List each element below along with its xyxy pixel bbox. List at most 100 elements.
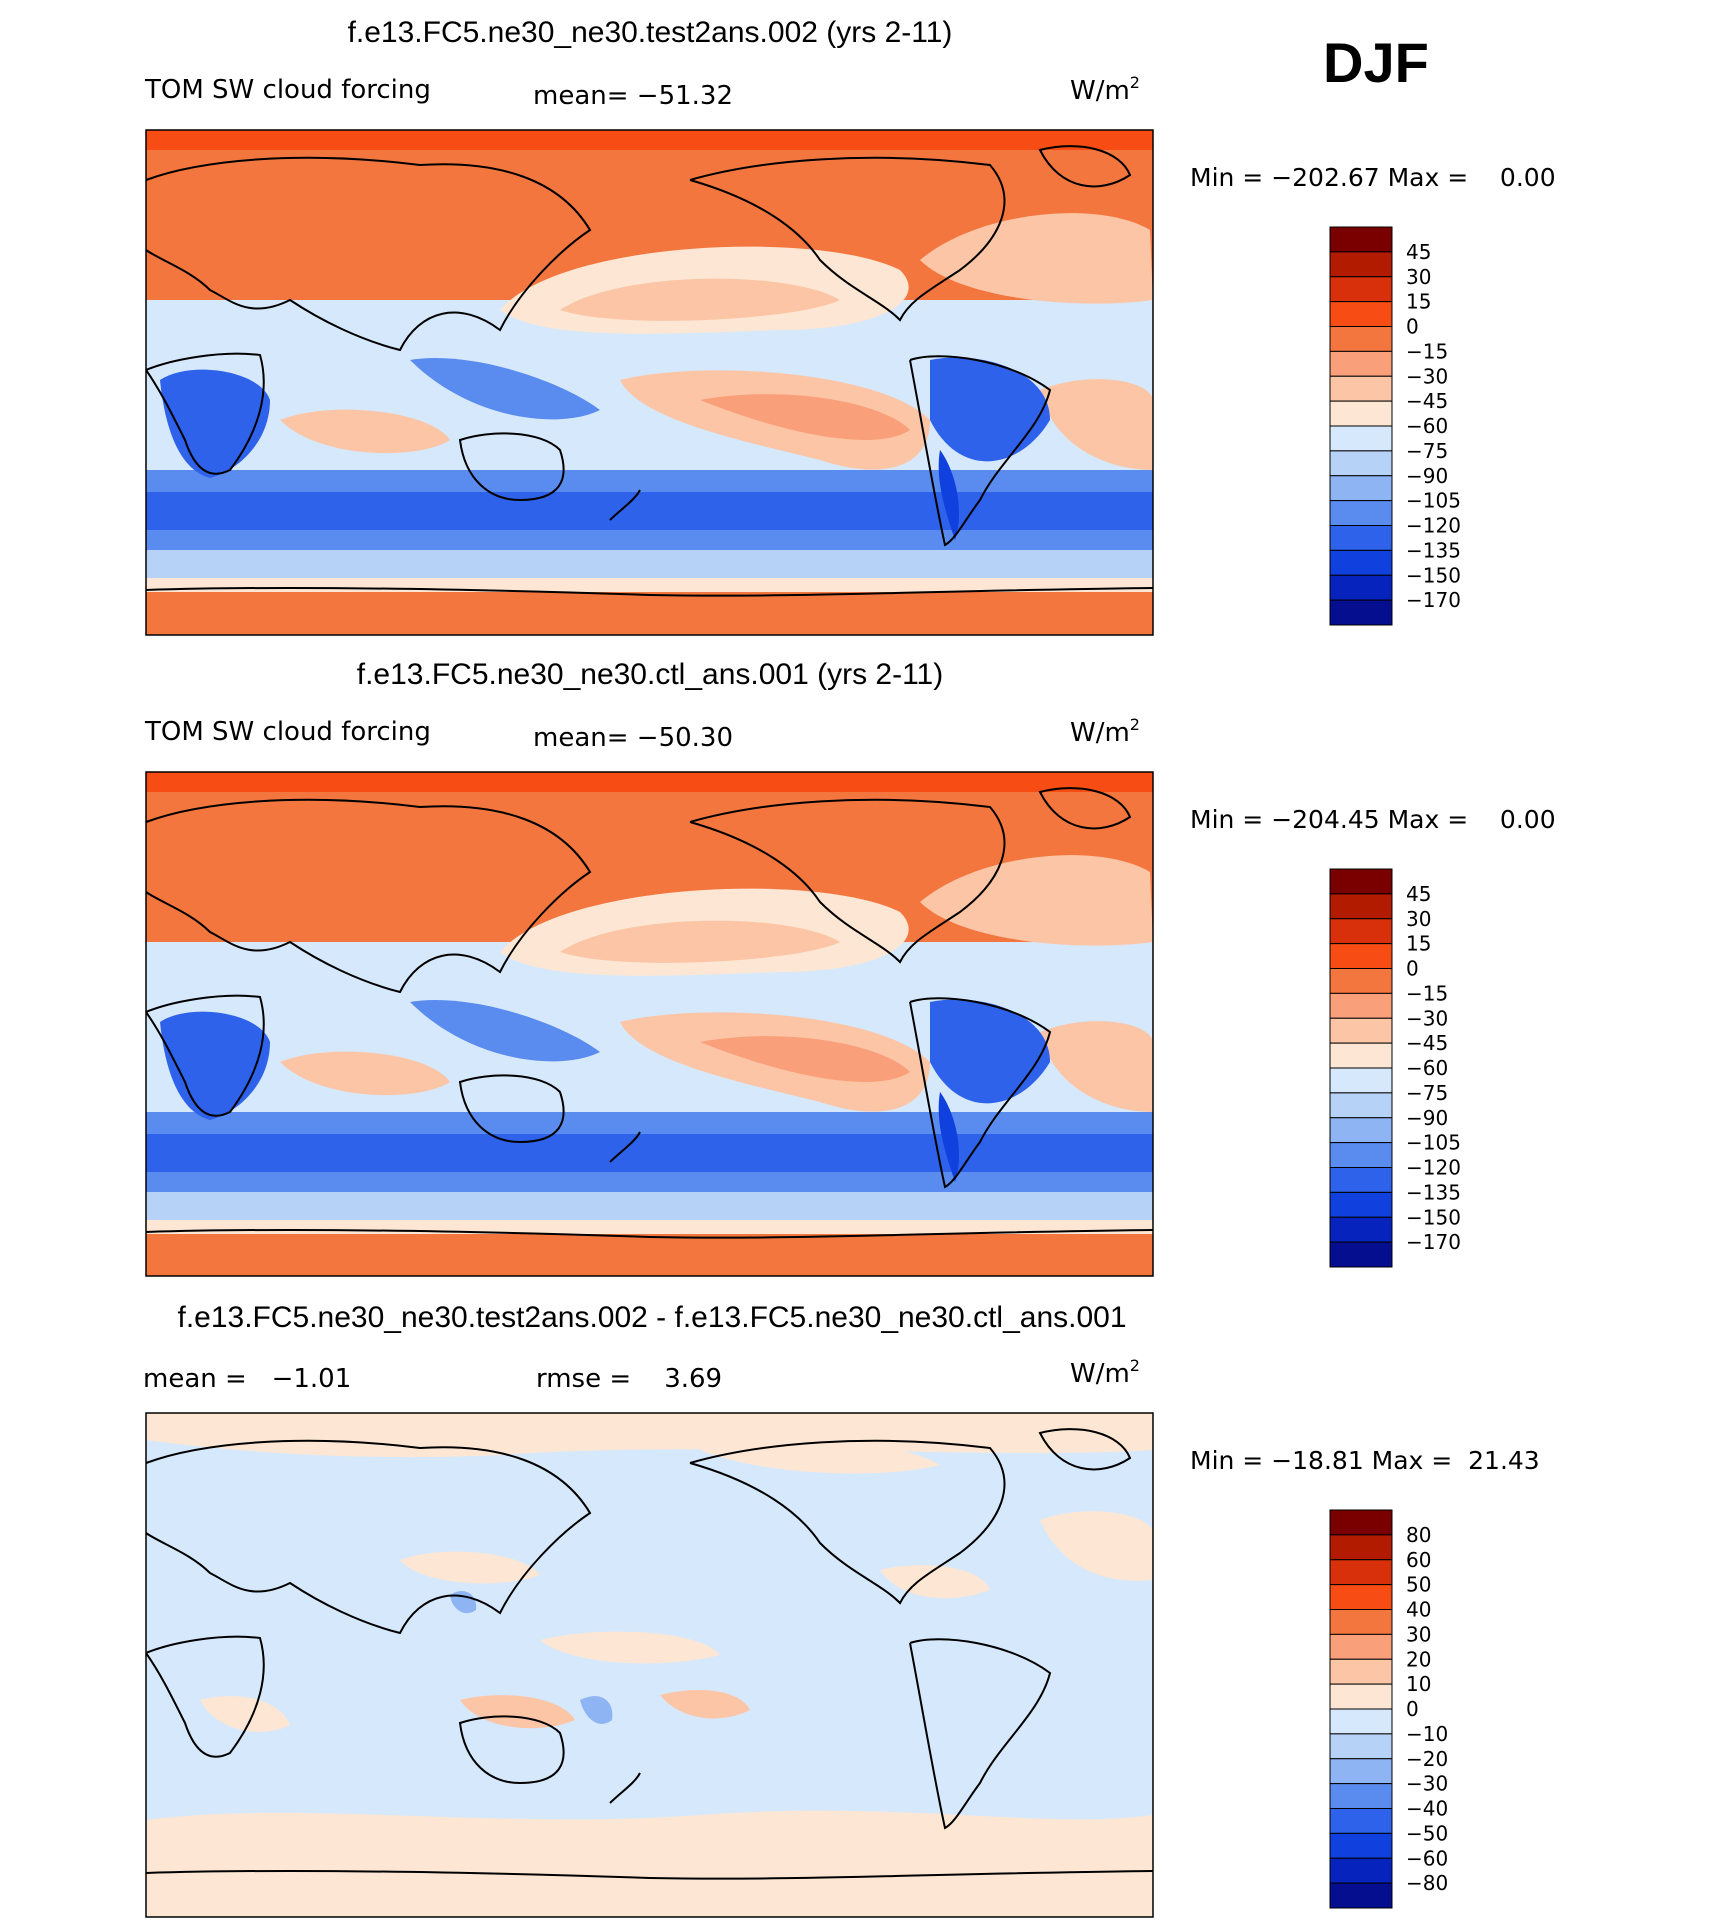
colorbar-swatch — [1329, 1216, 1393, 1243]
colorbar-swatch — [1329, 450, 1393, 477]
colorbar-tick-label: −150 — [1406, 1205, 1461, 1229]
colorbar-tick-label: −120 — [1406, 514, 1461, 538]
colorbar-tick-label: −30 — [1406, 364, 1448, 388]
colorbar-swatch — [1329, 549, 1393, 576]
min-max-label: Min = −204.45 Max = 0.00 — [1190, 805, 1556, 834]
coastline-antarctica — [146, 1228, 1153, 1239]
southern-ocean-core — [146, 1134, 1153, 1172]
variable-label: TOM SW cloud forcing — [144, 717, 431, 747]
coastlines — [146, 145, 1153, 597]
coastline-africa — [146, 994, 265, 1117]
colorbar-tick-label: −80 — [1406, 1871, 1448, 1895]
colorbar-tick-label: −170 — [1406, 588, 1461, 612]
colorbar-swatch — [1329, 1658, 1393, 1685]
colorbar-swatch — [1329, 1191, 1393, 1218]
coastline-south-america — [909, 355, 1052, 547]
coastline-north-america — [689, 156, 1006, 322]
coastlines — [146, 787, 1153, 1239]
coastline-eurasia — [146, 798, 592, 994]
colorbar-tick-label: −40 — [1406, 1797, 1448, 1821]
positive-patch — [540, 1631, 720, 1664]
colorbar-tick-label: 30 — [1406, 907, 1431, 931]
colorbar-swatch — [1329, 1142, 1393, 1168]
southern-ocean-edge — [146, 1192, 1153, 1220]
colorbar-tick-label: −60 — [1406, 1846, 1448, 1870]
colorbar-swatch — [1329, 943, 1393, 969]
colorbar-swatch — [1329, 1584, 1393, 1610]
south-pacific-core — [700, 394, 910, 440]
colorbar-swatch — [1329, 918, 1393, 945]
map-field — [146, 130, 1153, 635]
arctic-band — [146, 772, 1153, 792]
colorbar-tick-label: −135 — [1406, 1180, 1461, 1204]
season-label: DJF — [1323, 31, 1429, 94]
colorbar-tick-label: −105 — [1406, 1131, 1461, 1155]
coastline-antarctica — [146, 1869, 1153, 1880]
coastline-south-america — [909, 997, 1052, 1189]
colorbar-swatch — [1329, 1857, 1393, 1884]
colorbar-swatch — [1329, 500, 1393, 526]
rmse-label: rmse = 3.69 — [536, 1364, 722, 1394]
units-label: W/m2 — [1070, 715, 1140, 748]
colorbar-tick-label: 45 — [1406, 240, 1431, 264]
panel-title: f.e13.FC5.ne30_ne30.ctl_ans.001 (yrs 2-1… — [357, 658, 943, 691]
colorbar-tick-label: −90 — [1406, 464, 1448, 488]
colorbar-swatch — [1329, 276, 1393, 303]
map-frame — [145, 771, 1154, 1277]
southern-positive — [146, 1810, 1153, 1917]
colorbar-tick-label: −170 — [1406, 1230, 1461, 1254]
colorbar-tick-label: 80 — [1406, 1523, 1431, 1547]
positive-patch — [400, 1551, 540, 1584]
southern-ocean-core — [146, 492, 1153, 530]
north-pacific-core — [560, 920, 840, 963]
colorbar-swatch — [1329, 893, 1393, 920]
south-atlantic-stratus — [1040, 1021, 1153, 1112]
colorbar-tick-label: −75 — [1406, 439, 1448, 463]
colorbar-tick-label: 0 — [1406, 1697, 1419, 1721]
panel-title: f.e13.FC5.ne30_ne30.test2ans.002 (yrs 2-… — [348, 16, 953, 49]
colorbar-swatch — [1329, 350, 1393, 377]
colorbar-swatch — [1329, 251, 1393, 278]
southern-ocean-edge — [146, 550, 1153, 578]
colorbar-swatch — [1329, 1241, 1393, 1268]
colorbar-tick-label: −105 — [1406, 489, 1461, 513]
andes-convection — [938, 1092, 960, 1182]
colorbar-tick-label: 20 — [1406, 1647, 1431, 1671]
colorbar-tick-label: −60 — [1406, 414, 1448, 438]
coastline-eurasia — [146, 156, 592, 352]
colorbar-swatch — [1329, 1708, 1393, 1735]
north-pacific-core — [560, 278, 840, 321]
amazon-convection — [930, 999, 1050, 1104]
colorbar-swatch — [1329, 1117, 1393, 1144]
coastline-africa — [146, 352, 265, 475]
coastline-new-zealand — [609, 489, 641, 521]
colorbar-swatch — [1329, 1534, 1393, 1561]
colorbar-swatch — [1329, 968, 1393, 994]
colorbar-tick-label: 10 — [1406, 1672, 1431, 1696]
mean-label: mean= −50.30 — [533, 723, 733, 753]
colorbar-tick-label: 60 — [1406, 1548, 1431, 1572]
panel-difference: f.e13.FC5.ne30_ne30.test2ans.002 - f.e13… — [143, 1301, 1540, 1918]
coastline-greenland — [1038, 787, 1132, 830]
colorbar-tick-label: −90 — [1406, 1106, 1448, 1130]
colorbar-swatch — [1329, 1783, 1393, 1809]
colorbar-swatch — [1329, 1167, 1393, 1193]
coastline-new-zealand — [609, 1131, 641, 1163]
south-atlantic-stratus — [1040, 379, 1153, 470]
colorbar-swatch — [1329, 1683, 1393, 1710]
colorbar-tick-label: 50 — [1406, 1573, 1431, 1597]
positive-patch — [660, 1690, 750, 1719]
positive-patch — [460, 1695, 575, 1729]
positive-patch — [880, 1565, 990, 1599]
andes-convection — [938, 450, 960, 540]
map-field — [146, 1413, 1153, 1917]
colorbar-tick-label: −45 — [1406, 1031, 1448, 1055]
coastline-australia — [458, 1074, 565, 1144]
colorbar-swatch — [1329, 868, 1393, 895]
colorbar-swatch — [1329, 574, 1393, 601]
colorbar-swatch — [1329, 1559, 1393, 1586]
north-atlantic-stratus — [920, 213, 1153, 304]
colorbar-tick-label: −20 — [1406, 1747, 1448, 1771]
variable-label: TOM SW cloud forcing — [144, 75, 431, 105]
